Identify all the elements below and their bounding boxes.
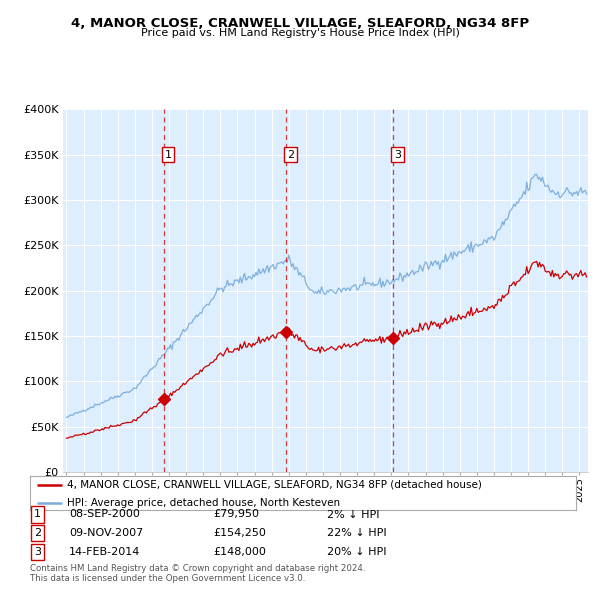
Text: 14-FEB-2014: 14-FEB-2014: [69, 548, 140, 557]
Text: 08-SEP-2000: 08-SEP-2000: [69, 510, 140, 519]
Text: This data is licensed under the Open Government Licence v3.0.: This data is licensed under the Open Gov…: [30, 574, 305, 583]
Text: HPI: Average price, detached house, North Kesteven: HPI: Average price, detached house, Nort…: [67, 498, 340, 508]
Text: 4, MANOR CLOSE, CRANWELL VILLAGE, SLEAFORD, NG34 8FP (detached house): 4, MANOR CLOSE, CRANWELL VILLAGE, SLEAFO…: [67, 480, 482, 490]
Text: 1: 1: [34, 510, 41, 519]
Text: 4, MANOR CLOSE, CRANWELL VILLAGE, SLEAFORD, NG34 8FP: 4, MANOR CLOSE, CRANWELL VILLAGE, SLEAFO…: [71, 17, 529, 30]
Text: 3: 3: [394, 149, 401, 159]
Text: 2% ↓ HPI: 2% ↓ HPI: [327, 510, 380, 519]
Text: Price paid vs. HM Land Registry's House Price Index (HPI): Price paid vs. HM Land Registry's House …: [140, 28, 460, 38]
Text: 1: 1: [164, 149, 172, 159]
Text: 09-NOV-2007: 09-NOV-2007: [69, 529, 143, 538]
Text: 2: 2: [34, 529, 41, 538]
Text: £154,250: £154,250: [213, 529, 266, 538]
Text: 3: 3: [34, 548, 41, 557]
Text: 20% ↓ HPI: 20% ↓ HPI: [327, 548, 386, 557]
Text: Contains HM Land Registry data © Crown copyright and database right 2024.: Contains HM Land Registry data © Crown c…: [30, 565, 365, 573]
Text: 22% ↓ HPI: 22% ↓ HPI: [327, 529, 386, 538]
Text: 2: 2: [287, 149, 294, 159]
Text: £148,000: £148,000: [213, 548, 266, 557]
Text: £79,950: £79,950: [213, 510, 259, 519]
